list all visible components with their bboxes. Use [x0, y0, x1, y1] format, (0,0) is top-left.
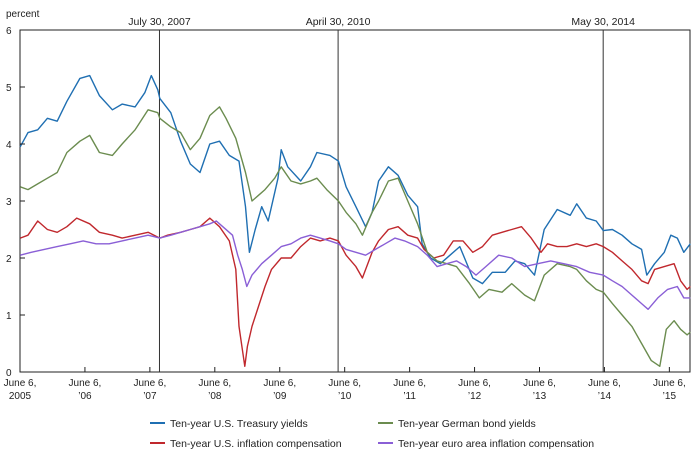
event-label: May 30, 2014: [571, 16, 635, 28]
y-tick-label: 2: [6, 254, 12, 265]
x-tick-label: ’15: [663, 391, 677, 402]
x-tick-label: ’06: [78, 391, 92, 402]
y-tick-label: 5: [6, 83, 12, 94]
axis-layer: 0 1 2 3 4 5 6 June 6, 2005 June 6, ’06 June 6, ’07 Ju…: [4, 26, 686, 402]
series-line: [19, 217, 691, 367]
x-tick-label: ’10: [338, 391, 352, 402]
y-tick-label: 1: [6, 311, 12, 322]
legend: Ten-year U.S. Treasury yields Ten-year Ge…: [150, 418, 594, 450]
legend-label: Ten-year euro area inflation compensatio…: [398, 438, 594, 450]
x-tick-label: June 6,: [133, 378, 166, 389]
x-tick-label: June 6,: [69, 378, 102, 389]
x-tick-label: June 6,: [263, 378, 296, 389]
legend-label: Ten-year German bond yields: [398, 418, 536, 430]
legend-label: Ten-year U.S. inflation compensation: [170, 438, 342, 450]
x-tick-label: June 6,: [4, 378, 37, 389]
x-tick-label: ’11: [403, 391, 416, 402]
x-tick-label: ’14: [598, 391, 612, 402]
event-label: July 30, 2007: [128, 16, 191, 28]
x-tick-label: 2005: [9, 391, 32, 402]
x-tick-label: ’09: [273, 391, 287, 402]
series-line: [20, 220, 691, 310]
x-tick-label: June 6,: [198, 378, 231, 389]
plot-frame: [19, 29, 691, 373]
x-tick-label: ’12: [468, 391, 482, 402]
y-tick-label: 6: [6, 26, 12, 37]
x-tick-label: June 6,: [653, 378, 686, 389]
plot-area: [19, 29, 691, 373]
x-tick-label: June 6,: [458, 378, 491, 389]
series-line: [19, 74, 691, 285]
legend-label: Ten-year U.S. Treasury yields: [170, 418, 308, 430]
y-tick-label: 0: [6, 368, 12, 379]
x-tick-label: June 6,: [523, 378, 556, 389]
y-tick-label: 3: [6, 197, 12, 208]
x-tick-label: June 6,: [588, 378, 621, 389]
x-tick-label: ’13: [533, 391, 547, 402]
event-label: April 30, 2010: [306, 16, 371, 28]
x-tick-label: June 6,: [393, 378, 426, 389]
series-layer: [19, 74, 691, 367]
x-tick-label: ’07: [143, 391, 157, 402]
y-axis-label: percent: [6, 9, 40, 20]
y-tick-label: 4: [6, 140, 12, 151]
series-line: [19, 106, 691, 367]
x-tick-label: ’08: [208, 391, 222, 402]
x-tick-label: June 6,: [328, 378, 361, 389]
